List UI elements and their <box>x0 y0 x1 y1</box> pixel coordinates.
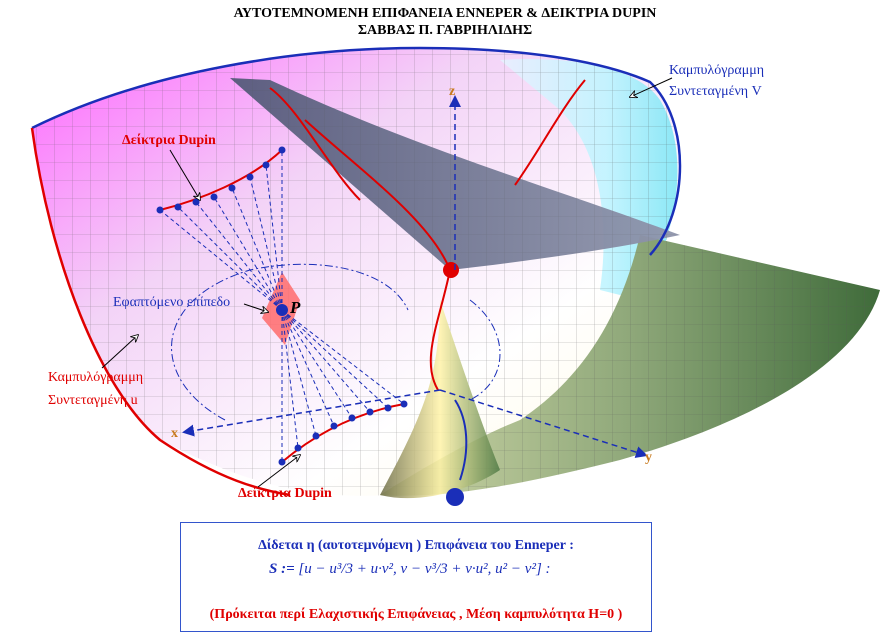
info-line-3: (Πρόκειται περί Ελαχιστικής Επιφάνειας ,… <box>209 607 623 622</box>
red-point <box>443 262 459 278</box>
dupin-curve-top <box>159 149 283 211</box>
formula-lhs: S := <box>269 561 295 577</box>
axis-y <box>439 389 648 458</box>
axis-x <box>182 389 441 437</box>
label-axis-x: x <box>171 426 178 441</box>
label-dupin-top: Δείκτρια Dupin <box>122 133 216 148</box>
label-curve-v-2: Συντεταγμένη V <box>669 84 762 99</box>
formula-rhs: [u − u³/3 + u·v², v − v³/3 + v·u², u² − … <box>298 561 551 577</box>
label-curve-v-1: Καμπυλόγραμμη <box>669 63 765 78</box>
curve-v-boundary <box>31 46 682 256</box>
info-line-1: Δίδεται η (αυτοτεμνόμενη ) Επιφάνεια του… <box>258 538 574 553</box>
label-dupin-bottom: Δείκτρια Dupin <box>238 486 332 501</box>
dupin-fan-bottom <box>281 309 405 462</box>
label-point-p: P <box>290 298 301 317</box>
blue-point-bottom <box>446 488 464 506</box>
title-line-1: ΑΥΤΟΤΕΜΝΟΜΕΝΗ ΕΠΙΦΑΝΕΙΑ ENNEPER & ΔΕΙΚΤΡ… <box>233 6 657 21</box>
curve-u-boundary <box>30 127 291 497</box>
formula: S := [u − u³/3 + u·v², v − v³/3 + v·u², … <box>269 561 551 578</box>
info-box: Δίδεται η (αυτοτεμνόμενη ) Επιφάνεια του… <box>180 522 652 632</box>
label-axis-z: z <box>449 84 456 99</box>
surface-funnel <box>380 300 500 499</box>
label-axis-y: y <box>645 450 652 465</box>
label-tangent-plane: Εφαπτόμενο επίπεδο <box>113 295 231 310</box>
label-curve-u-1: Καμπυλόγραμμη <box>48 370 144 385</box>
title-line-2: ΣΑΒΒΑΣ Π. ΓΑΒΡΙΗΛΙΔΗΣ <box>357 23 533 38</box>
dupin-fan-top <box>159 150 283 311</box>
label-curve-u-2: Συντεταγμένη u <box>48 393 138 408</box>
